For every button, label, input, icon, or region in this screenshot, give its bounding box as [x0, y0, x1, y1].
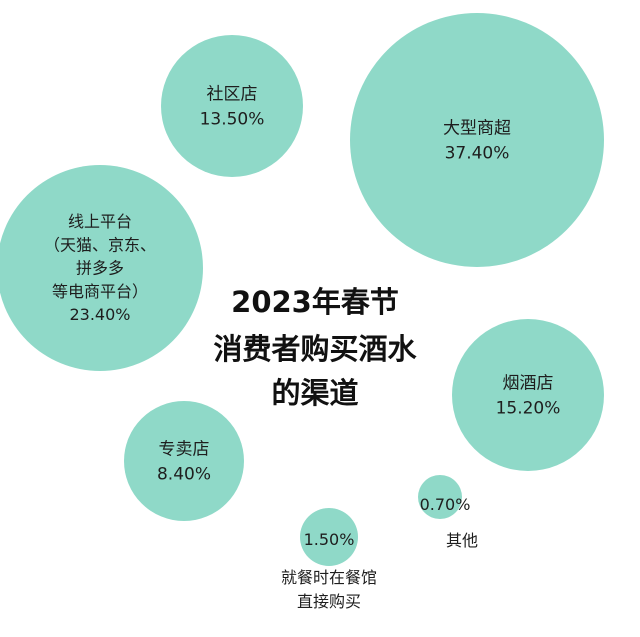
bubble-3	[161, 35, 303, 177]
bubble-5	[300, 508, 358, 566]
bubble-value-5: 1.50%	[304, 530, 355, 549]
bubble-6	[418, 475, 462, 519]
bubble-name-1-1: （天猫、京东、	[44, 235, 156, 254]
bubble-2	[452, 319, 604, 471]
bubble-0	[350, 13, 604, 267]
bubble-name-1-3: 等电商平台）	[52, 282, 148, 301]
bubble-name-6-0: 其他	[446, 531, 478, 550]
chart-title: 2023年春节 消费者购买酒水 的渠道	[213, 285, 417, 410]
bubble-name-5-0: 就餐时在餐馆	[281, 568, 377, 587]
title-line-3: 的渠道	[271, 376, 358, 410]
bubble-name-2-0: 烟酒店	[503, 374, 554, 394]
bubble-name-4-0: 专卖店	[159, 440, 210, 460]
bubble-1	[0, 165, 203, 371]
bubble-name-5-1: 直接购买	[297, 592, 361, 611]
bubble-name-1-0: 线上平台	[68, 212, 132, 231]
title-line-1: 2023年春节	[231, 285, 399, 319]
bubble-value-2: 15.20%	[496, 398, 561, 418]
bubble-value-4: 8.40%	[157, 464, 211, 484]
bubble-name-3-0: 社区店	[207, 85, 258, 105]
bubble-name-0-0: 大型商超	[443, 119, 511, 139]
bubble-4	[124, 401, 244, 521]
bubble-name-1-2: 拼多多	[76, 259, 124, 278]
bubble-value-3: 13.50%	[200, 109, 265, 129]
bubble-value-6: 0.70%	[420, 495, 471, 514]
title-line-2: 消费者购买酒水	[213, 332, 417, 366]
bubble-value-0: 37.40%	[445, 143, 510, 163]
bubble-value-1: 23.40%	[69, 305, 130, 324]
